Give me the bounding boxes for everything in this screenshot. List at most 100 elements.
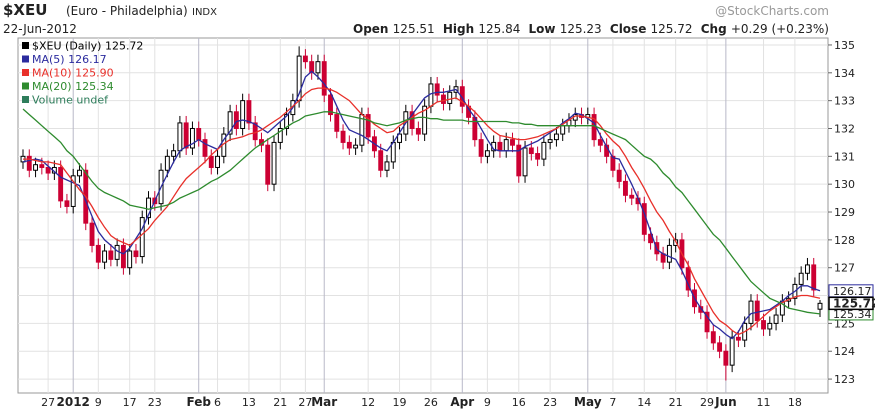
candle-body [522,147,528,177]
candle-body [478,139,484,157]
y-tick-label: 127 [834,262,855,275]
legend-label: MA(10) 125.90 [32,67,114,80]
y-tick-label: 130 [834,178,855,191]
x-tick-label: 11 [757,396,771,409]
candle-body [102,250,108,263]
candle-body [334,114,340,132]
candle-body [189,127,195,149]
candle-body [535,153,541,160]
change-value: +0.29 (+0.23%) [731,22,829,36]
candle-body [340,130,346,143]
candle-body [284,114,290,129]
ma-line [22,70,821,340]
ohlc-label: Chg [701,22,727,36]
candle-body [610,155,616,171]
candle-body [704,311,710,333]
x-tick-label: 9 [484,396,491,409]
legend-swatch [22,96,29,103]
x-tick-label: 19 [393,396,407,409]
candle-body [196,127,202,141]
candle-body [227,111,233,135]
ohlc-value: 125.51 [393,22,435,36]
candle-body [365,114,371,138]
ohlc-summary: Open 125.51 High 125.84 Low 125.23 Close… [353,22,829,36]
x-tick-label: 26 [424,396,438,409]
plot-area [17,37,829,394]
ohlc-label: Close [610,22,646,36]
candle-body [353,144,359,149]
candle-body [146,197,151,219]
legend-swatch [22,55,29,63]
candle-body [95,244,101,263]
ohlc-label: High [443,22,474,36]
candle-body [717,342,723,352]
x-tick-label: Feb [186,395,211,409]
candle-body [120,244,126,269]
candle-body [114,244,120,260]
candle-body [265,144,271,185]
x-tick-label: 27 [41,396,55,409]
candle-body [447,91,453,104]
candle-body [805,264,810,274]
candle-body [422,105,428,135]
y-tick-label: 132 [834,122,855,135]
candle-body [384,161,390,171]
candle-body [516,144,522,177]
chart-title: $XEU [3,1,47,19]
x-tick-label: Mar [311,395,337,409]
candle-body [597,139,603,146]
chart-subtitle: (Euro - Philadelphia) [66,4,188,18]
x-tick-label: 29 [700,396,714,409]
candle-body [378,150,384,171]
candle-body [346,141,352,149]
ohlc-label: Open [353,22,388,36]
x-tick-label: 16 [512,396,526,409]
candle-body [441,94,446,104]
x-tick-label: 12 [361,396,375,409]
candle-body [164,155,170,171]
candle-body [710,331,716,344]
x-tick-label: 18 [788,396,802,409]
legend-label: Volume undef [32,94,109,107]
y-tick-label: 131 [834,150,855,163]
candle-body [26,155,32,171]
axes: 1231241251261271281291301311321331341352… [41,39,875,409]
legend-label: MA(5) 126.17 [32,53,107,66]
candle-body [277,127,283,143]
ohlc-label: Low [529,22,556,36]
candle-body [33,164,38,171]
x-tick-label: Apr [450,395,474,409]
value-tag-label: 125.34 [833,308,872,321]
legend-swatch [22,69,29,76]
y-tick-label: 129 [834,206,855,219]
candle-body [528,147,534,155]
candle-body [773,314,779,324]
candle-body [77,169,82,177]
candle-body [240,100,246,129]
candle-body [70,175,76,207]
y-tick-label: 123 [834,373,855,386]
x-tick-label: 17 [123,396,137,409]
candle-body [761,320,766,330]
x-tick-label: 21 [669,396,683,409]
ohlc-value: 125.84 [478,22,520,36]
value-tag-box [828,296,874,311]
candle-body [64,200,70,207]
y-tick-label: 128 [834,234,855,247]
candle-body [271,141,277,185]
x-tick-label: Jun [714,395,737,409]
x-tick-label: 27 [298,396,312,409]
candle-body [767,322,773,330]
candle-body [315,61,321,74]
candle-body [233,111,239,129]
candle-body [798,272,804,285]
x-tick-label: 7 [609,396,616,409]
y-tick-label: 135 [834,39,855,52]
candle-body [510,139,515,146]
candle-body [497,141,503,152]
candle-body [503,139,509,152]
candle-body [183,122,189,149]
y-tick-label: 133 [834,95,855,108]
